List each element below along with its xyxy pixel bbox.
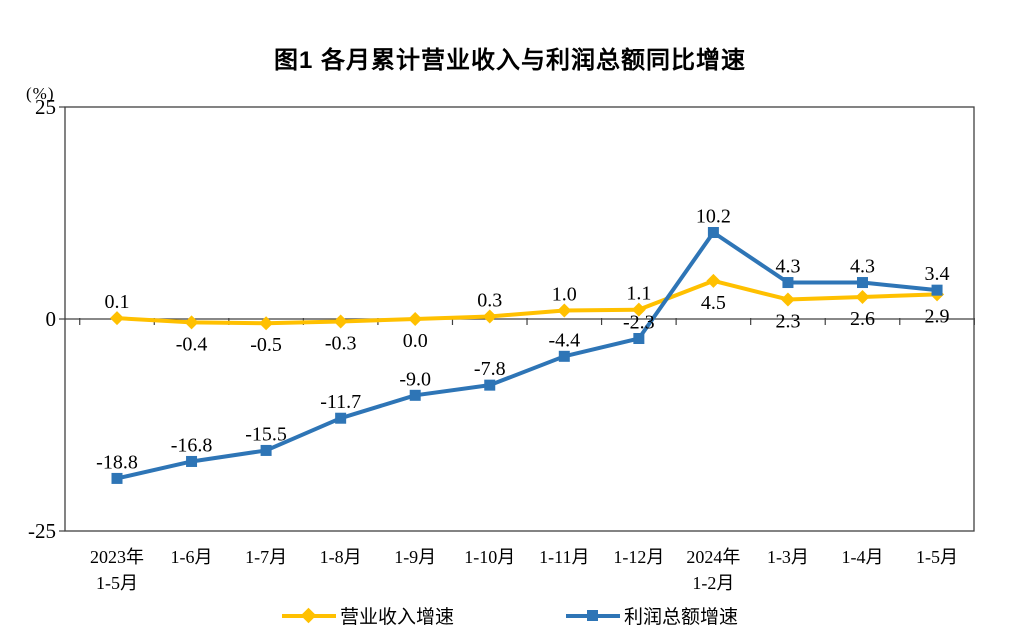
x-axis-label: 1-7月 xyxy=(245,547,287,567)
data-point-marker xyxy=(633,333,645,345)
data-label: 3.4 xyxy=(925,263,950,285)
data-point-marker xyxy=(557,303,572,318)
data-label: 1.0 xyxy=(552,284,577,306)
y-axis-unit-label: (%) xyxy=(26,84,55,103)
data-point-marker xyxy=(186,455,198,467)
legend-label-revenue: 营业收入增速 xyxy=(339,607,454,628)
x-axis-label: 1-6月 xyxy=(171,547,213,567)
legend-item-revenue: 营业收入增速 xyxy=(281,602,454,629)
y-tick-label: 25 xyxy=(35,95,56,119)
data-point-marker xyxy=(631,302,646,317)
data-point-marker xyxy=(408,312,423,326)
data-point-marker xyxy=(335,412,347,424)
data-point-marker xyxy=(782,277,794,289)
data-point-marker xyxy=(931,284,943,296)
x-axis-label: 1-11月 xyxy=(539,547,589,567)
series-profit-line xyxy=(115,230,940,481)
x-axis-label: 1-5月 xyxy=(916,547,958,567)
profit-square-marker-icon xyxy=(587,609,598,621)
data-point-marker xyxy=(184,315,199,330)
x-axis-label: 1-9月 xyxy=(394,547,436,567)
data-label: 1.1 xyxy=(626,283,651,305)
data-point-marker xyxy=(259,316,274,331)
x-axis-label: 1-3月 xyxy=(767,547,809,567)
data-point-marker xyxy=(110,311,124,326)
x-axis-label: 2024年 1-2月 xyxy=(686,547,740,593)
data-point-marker xyxy=(780,292,795,307)
x-axis-label: 1-4月 xyxy=(842,547,884,567)
x-axis-label: 1-8月 xyxy=(320,547,362,567)
revenue-series-swatch xyxy=(281,607,336,625)
data-label: 0.1 xyxy=(105,291,130,313)
data-point-marker xyxy=(706,273,721,288)
y-tick-label: -25 xyxy=(28,519,56,543)
data-point-marker xyxy=(558,350,570,362)
data-point-marker xyxy=(484,379,496,391)
data-label: -0.4 xyxy=(176,333,208,355)
profit-series-swatch xyxy=(566,607,620,625)
data-point-marker xyxy=(857,277,868,289)
data-label: 4.3 xyxy=(775,256,800,278)
data-point-marker xyxy=(409,389,421,401)
legend-label-profit: 利润总额增速 xyxy=(624,607,739,628)
data-label: 2.3 xyxy=(775,310,800,332)
data-label: -16.8 xyxy=(171,434,213,456)
data-label: 4.3 xyxy=(850,256,875,278)
data-point-marker xyxy=(855,289,870,304)
data-label: 0.3 xyxy=(477,289,502,311)
legend-item-profit: 利润总额增速 xyxy=(566,602,738,629)
revenue-diamond-marker-icon xyxy=(300,607,317,623)
data-label: -15.5 xyxy=(245,423,287,445)
legend: 营业收入增速 利润总额增速 xyxy=(0,602,1020,629)
y-tick-label: 0 xyxy=(46,307,57,331)
x-axis-label: 1-12月 xyxy=(613,547,664,567)
data-label: -0.5 xyxy=(250,334,282,356)
data-label: -7.8 xyxy=(474,358,506,380)
data-label: 2.9 xyxy=(925,305,950,327)
data-point-marker xyxy=(260,444,272,456)
data-label: -4.4 xyxy=(548,329,580,351)
series-revenue-line xyxy=(115,278,940,326)
data-label: -11.7 xyxy=(320,391,361,413)
data-label: -0.3 xyxy=(325,333,357,355)
chart-title: 图1 各月累计营业收入与利润总额同比增速 xyxy=(273,47,746,74)
x-axis-label: 2023年 1-5月 xyxy=(90,547,144,593)
data-label: 4.5 xyxy=(701,292,726,314)
data-point-marker xyxy=(333,314,348,329)
data-label: -2.3 xyxy=(623,312,655,334)
data-label: -9.0 xyxy=(399,368,431,390)
x-axis-label: 1-10月 xyxy=(464,547,515,567)
data-label: 2.6 xyxy=(850,308,875,330)
data-label: 0.0 xyxy=(403,330,428,352)
data-label: -18.8 xyxy=(96,451,138,473)
data-point-marker xyxy=(111,472,123,484)
data-label: 10.2 xyxy=(696,206,731,228)
data-point-marker xyxy=(482,309,497,324)
data-point-marker xyxy=(707,227,719,239)
